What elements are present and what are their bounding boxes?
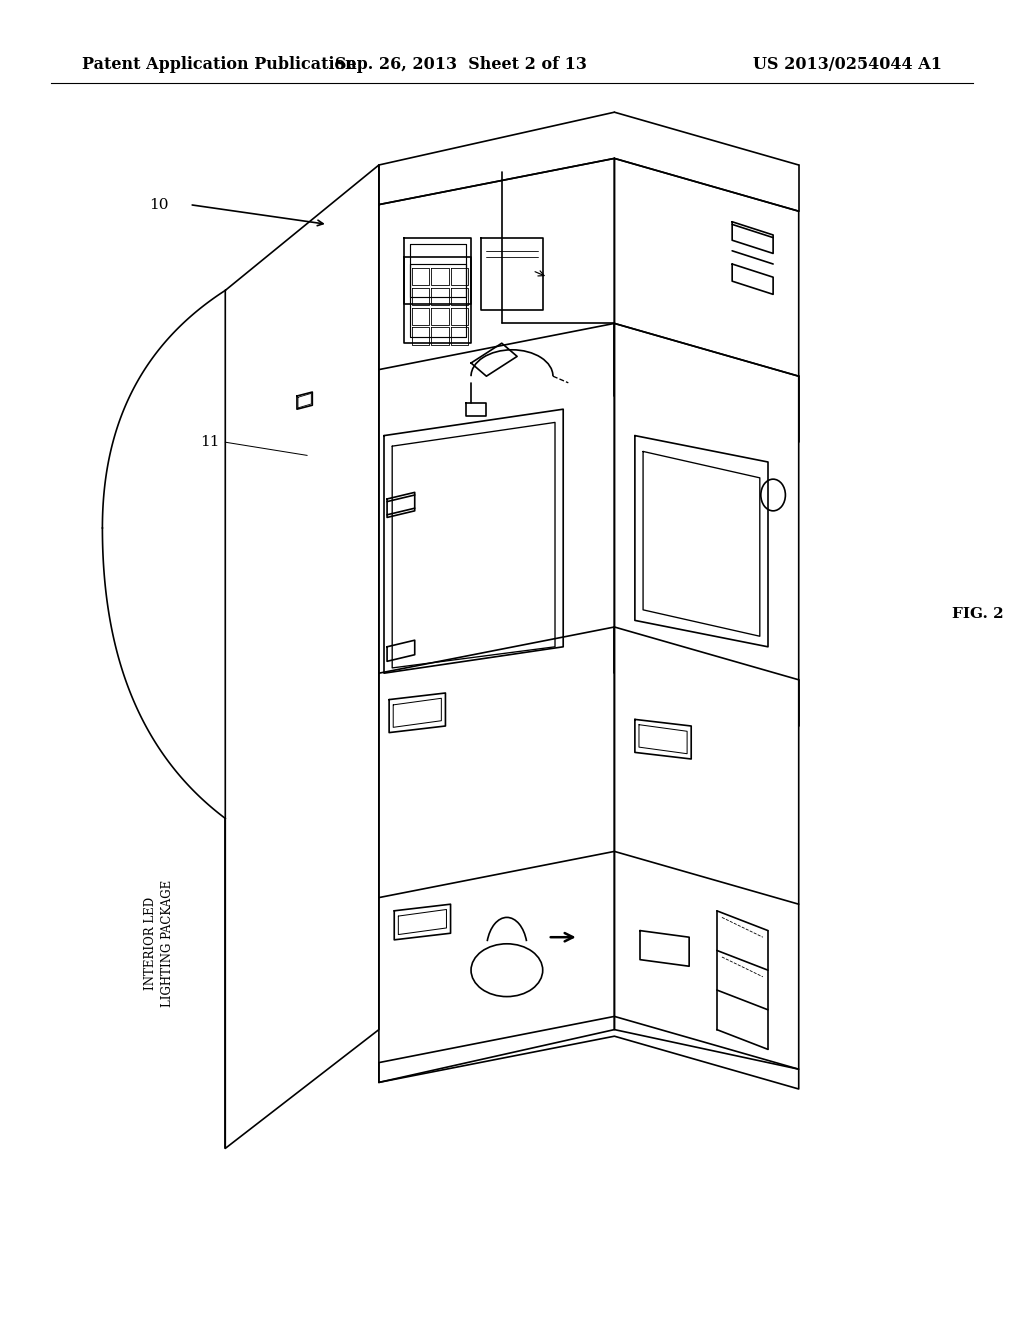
Text: Sep. 26, 2013  Sheet 2 of 13: Sep. 26, 2013 Sheet 2 of 13 [335, 57, 587, 73]
Text: 10: 10 [148, 198, 169, 211]
Text: US 2013/0254044 A1: US 2013/0254044 A1 [753, 57, 942, 73]
Text: Patent Application Publication: Patent Application Publication [82, 57, 356, 73]
Text: FIG. 2: FIG. 2 [952, 607, 1004, 620]
Text: INTERIOR LED
LIGHTING PACKAGE: INTERIOR LED LIGHTING PACKAGE [143, 880, 174, 1007]
Text: 11: 11 [200, 436, 220, 449]
